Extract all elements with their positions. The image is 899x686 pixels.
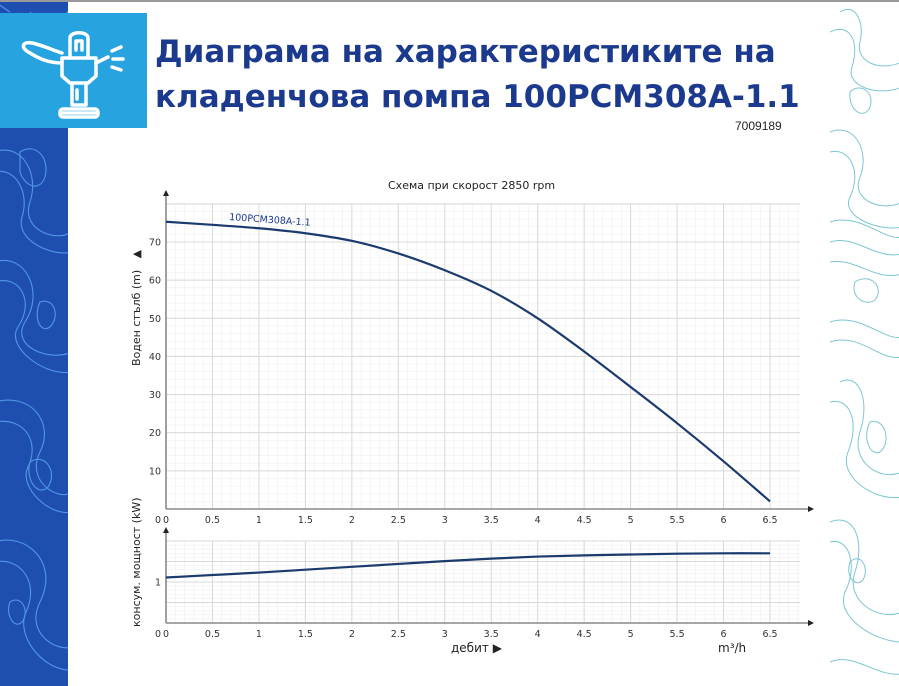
svg-text:3: 3 [442,515,448,526]
svg-text:5: 5 [628,515,634,526]
svg-text:6.5: 6.5 [762,515,777,526]
svg-text:1: 1 [155,578,161,589]
svg-text:4: 4 [535,515,541,526]
right-arrow-icon: ▶ [492,641,502,655]
chart-title: Схема при скорост 2850 rpm [388,179,556,192]
svg-text:0.5: 0.5 [205,515,220,526]
contour-pattern-right [830,9,899,675]
power-flow-chart: 0 0.5 1 1.5 2 2.5 3 3.5 4 4.5 5 5.5 6 6.5 1 0 [155,527,814,640]
x-axis-label: дебит ▶ [451,641,502,655]
svg-text:10: 10 [149,466,161,477]
svg-text:2: 2 [349,629,355,640]
svg-text:40: 40 [149,352,161,363]
svg-text:2.5: 2.5 [391,515,406,526]
svg-text:4: 4 [535,629,541,640]
right-decorative-band [830,2,899,686]
svg-text:4.5: 4.5 [577,629,592,640]
title-line-2: кладенчова помпа 100PCM308A-1.1 [155,79,800,115]
svg-text:1.5: 1.5 [298,629,313,640]
x-axis-unit: m³/h [718,641,747,655]
svg-text:5: 5 [628,629,634,640]
svg-text:2: 2 [349,515,355,526]
svg-text:5.5: 5.5 [670,515,685,526]
svg-text:60: 60 [149,276,161,287]
svg-text:3.5: 3.5 [484,515,499,526]
svg-text:0: 0 [155,629,161,640]
svg-text:1: 1 [256,515,262,526]
svg-text:0: 0 [155,515,161,526]
svg-text:20: 20 [149,428,161,439]
svg-text:6: 6 [721,515,727,526]
x-axis-label-text: дебит [451,641,489,655]
svg-text:5.5: 5.5 [670,629,685,640]
svg-text:50: 50 [149,314,161,325]
svg-text:3: 3 [442,629,448,640]
sprinkler-icon [21,31,125,119]
svg-text:0: 0 [163,515,169,526]
svg-text:1.5: 1.5 [298,515,313,526]
svg-text:2.5: 2.5 [391,629,406,640]
svg-text:70: 70 [149,238,161,249]
svg-text:6: 6 [721,629,727,640]
svg-text:30: 30 [149,390,161,401]
svg-text:6.5: 6.5 [762,629,777,640]
head-flow-chart: 0 0.5 1 1.5 2 2.5 3 3.5 4 4.5 5 5.5 6 6.5 10 20 30 40 50 60… [149,190,814,526]
page-title: Диаграма на характеристиките на кладенчо… [155,30,815,120]
sprinkler-icon-box [0,13,147,128]
svg-text:0: 0 [163,629,169,640]
top-rule [0,0,899,2]
svg-text:1: 1 [256,629,262,640]
svg-text:3.5: 3.5 [484,629,499,640]
title-line-1: Диаграма на характеристиките на [155,34,776,70]
svg-text:4.5: 4.5 [577,515,592,526]
svg-text:0.5: 0.5 [205,629,220,640]
product-code: 7009189 [735,119,782,133]
